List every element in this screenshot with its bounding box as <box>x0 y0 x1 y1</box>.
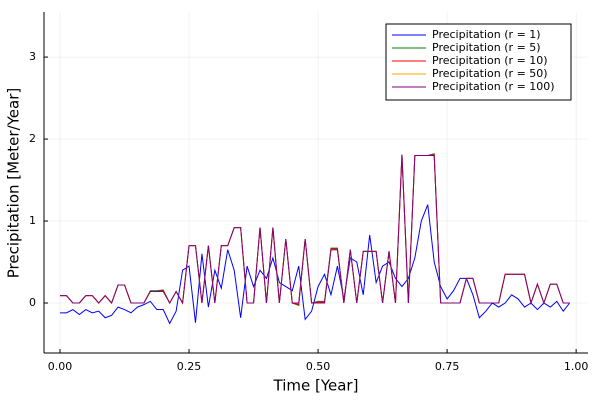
data-line <box>60 154 570 306</box>
legend-label: Precipitation (r = 100) <box>432 80 555 93</box>
x-tick-label: 0.25 <box>177 360 202 373</box>
y-axis-label: Precipitation [Meter/Year] <box>5 88 23 279</box>
x-tick-label: 1.00 <box>564 360 589 373</box>
legend-label: Precipitation (r = 10) <box>432 54 548 67</box>
y-tick-label: 3 <box>29 50 36 63</box>
data-line <box>60 153 570 307</box>
data-line <box>60 154 570 305</box>
data-line <box>60 204 571 325</box>
x-tick-label: 0.50 <box>306 360 331 373</box>
legend-label: Precipitation (r = 5) <box>432 41 541 54</box>
x-tick-label: 0.75 <box>435 360 460 373</box>
x-axis-label: Time [Year] <box>273 377 359 395</box>
y-tick-label: 2 <box>29 132 36 145</box>
y-tick-label: 1 <box>29 214 36 227</box>
legend-label: Precipitation (r = 50) <box>432 67 548 80</box>
data-line <box>60 154 570 305</box>
x-tick-label: 0.00 <box>48 360 73 373</box>
y-tick-label: 0 <box>29 296 36 309</box>
legend-label: Precipitation (r = 1) <box>432 28 541 41</box>
